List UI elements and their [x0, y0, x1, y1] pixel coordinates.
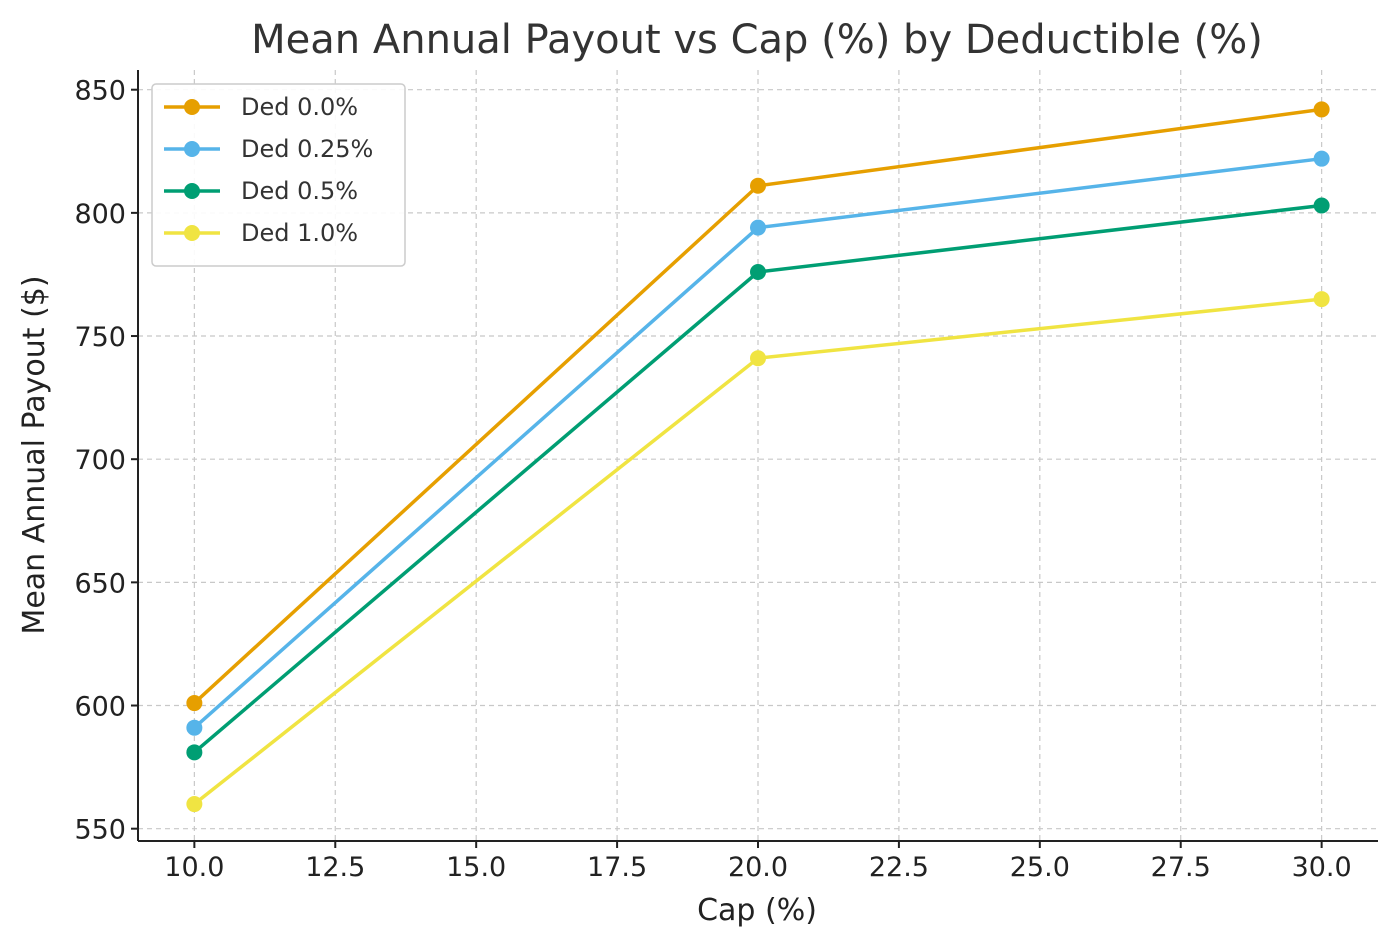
- data-point: [1313, 197, 1330, 214]
- data-point: [1313, 101, 1330, 118]
- legend-swatch-marker: [184, 141, 200, 157]
- x-tick-label: 10.0: [164, 852, 224, 883]
- data-point: [186, 695, 203, 712]
- data-point: [186, 744, 203, 761]
- data-point: [750, 263, 766, 280]
- y-tick-label: 600: [74, 692, 126, 723]
- x-tick-label: 15.0: [446, 852, 506, 883]
- y-tick-label: 700: [74, 445, 126, 476]
- data-point: [750, 350, 766, 367]
- legend-item: Ded 0.25%: [164, 135, 373, 163]
- legend-label: Ded 0.5%: [241, 177, 358, 205]
- legend-label: Ded 0.0%: [241, 93, 358, 121]
- data-point: [186, 796, 203, 813]
- y-tick-label: 650: [74, 568, 126, 599]
- legend-swatch-marker: [184, 225, 200, 241]
- legend-item: Ded 0.0%: [164, 93, 358, 121]
- x-tick-label: 27.5: [1151, 852, 1211, 883]
- legend-box: [151, 83, 406, 267]
- legend: Ded 0.0% Ded 0.25% Ded 0.5% Ded 1.0%: [151, 83, 406, 267]
- data-point: [750, 219, 766, 236]
- data-point: [186, 719, 203, 736]
- chart-title: Mean Annual Payout vs Cap (%) by Deducti…: [251, 17, 1263, 63]
- x-tick-label: 17.5: [587, 852, 647, 883]
- y-tick-label: 550: [74, 815, 126, 846]
- legend-label: Ded 1.0%: [241, 219, 358, 247]
- legend-item: Ded 1.0%: [164, 219, 358, 247]
- x-tick-label: 20.0: [728, 852, 788, 883]
- legend-item: Ded 0.5%: [164, 177, 358, 205]
- y-tick-label: 800: [74, 199, 126, 230]
- legend-label: Ded 0.25%: [241, 135, 373, 163]
- data-point: [1313, 291, 1330, 308]
- series-0: [186, 101, 1330, 712]
- y-tick-label: 750: [74, 322, 126, 353]
- series-layer: [186, 101, 1330, 813]
- x-tick-label: 12.5: [305, 852, 365, 883]
- x-tick-label: 30.0: [1292, 852, 1352, 883]
- x-tick-label: 22.5: [869, 852, 929, 883]
- tick-labels: 10.0 12.5 15.0 17.5 20.0 22.5 25.0 27.5 30.0 550 6…: [74, 76, 1351, 883]
- x-tick-label: 25.0: [1010, 852, 1070, 883]
- series-3: [186, 291, 1330, 813]
- data-point: [1313, 150, 1330, 167]
- y-tick-label: 850: [74, 76, 126, 107]
- series-2: [186, 197, 1330, 761]
- legend-swatch-marker: [184, 99, 200, 115]
- x-axis-label: Cap (%): [697, 893, 817, 928]
- y-axis-label: Mean Annual Payout ($): [17, 275, 52, 634]
- legend-swatch-marker: [184, 183, 200, 199]
- series-1: [186, 150, 1330, 736]
- data-point: [750, 177, 766, 194]
